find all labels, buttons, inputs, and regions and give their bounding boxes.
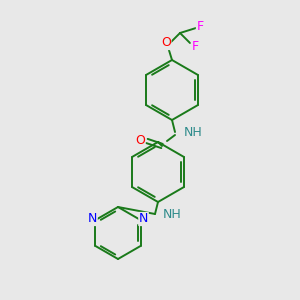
Text: F: F bbox=[191, 40, 199, 52]
Text: O: O bbox=[135, 134, 145, 146]
Text: N: N bbox=[88, 212, 97, 226]
Text: NH: NH bbox=[184, 127, 203, 140]
Text: F: F bbox=[196, 20, 204, 34]
Text: O: O bbox=[161, 37, 171, 50]
Text: N: N bbox=[139, 212, 148, 226]
Text: NH: NH bbox=[163, 208, 182, 221]
